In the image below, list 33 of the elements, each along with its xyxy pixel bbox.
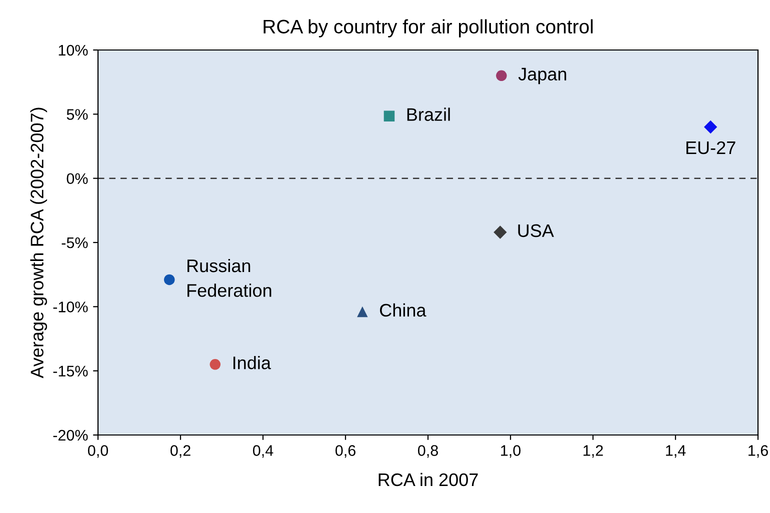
x-tick-label: 0,6	[335, 445, 356, 458]
x-tick-label: 0,2	[170, 445, 190, 458]
x-axis-title: RCA in 2007	[378, 472, 478, 486]
point	[384, 110, 395, 122]
point	[357, 306, 368, 318]
y-tick-label: 5%	[66, 109, 88, 120]
y-tick-label: -15%	[53, 366, 88, 377]
x-tick-label: 1,2	[584, 445, 603, 458]
y-tick-label: 0%	[66, 173, 88, 184]
x-tick-label: 0,0	[88, 445, 108, 458]
x-tick-label: 0,8	[418, 445, 438, 458]
series-label: Japan	[518, 68, 566, 84]
y-tick-label: 10%	[58, 44, 88, 56]
point	[164, 274, 175, 286]
series-label: EU-27	[686, 141, 736, 154]
x-tick-label: 1,6	[748, 445, 768, 458]
series-label: Russian Federation	[188, 258, 272, 297]
x-tick-label: 1,0	[501, 445, 521, 458]
x-tick-label: 0,4	[252, 445, 274, 458]
point	[704, 120, 718, 134]
y-tick-label: -20%	[53, 430, 88, 441]
point	[496, 70, 507, 82]
y-tick-label: -5%	[62, 237, 88, 248]
y-tick-label: -10%	[53, 302, 88, 312]
series-label: India	[233, 356, 271, 370]
chart-title: RCA by country for air pollution control	[264, 19, 593, 38]
series-label: China	[380, 303, 426, 317]
series-label: USA	[518, 224, 554, 238]
y-axis-title: Average growth RCA (2002-2007)	[30, 108, 48, 378]
point	[494, 226, 507, 239]
x-tick-label: 1,4	[666, 445, 686, 458]
series-label: Brazil	[407, 108, 450, 121]
point	[210, 359, 221, 370]
